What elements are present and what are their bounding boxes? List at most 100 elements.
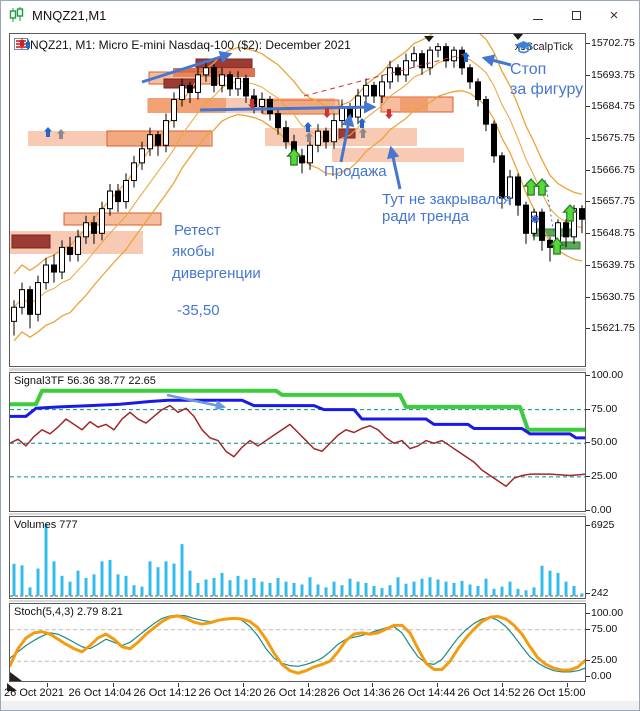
history-corner-icon (10, 672, 22, 681)
volume-bar (268, 583, 272, 596)
chart-type-icon[interactable] (18, 38, 32, 50)
pane-splitter[interactable] (9, 513, 586, 515)
time-axis-tick (308, 683, 309, 687)
volume-bar (524, 590, 528, 596)
axis-label: 25.00 (591, 654, 618, 667)
axis-label: 15657.75 (591, 195, 635, 208)
axis-tick (586, 613, 590, 614)
green-up-arrow-marker (534, 178, 550, 196)
candle (211, 67, 217, 86)
blue-up-arrow-marker (304, 122, 312, 132)
volume-bar (548, 570, 552, 596)
volume-bar (116, 574, 120, 596)
axis-tick (586, 525, 590, 526)
candle (299, 155, 305, 164)
gray-up-arrow-marker (359, 128, 367, 138)
volumes-axis[interactable]: 6925 242 (586, 1, 639, 599)
green-up-arrow-marker (286, 148, 302, 166)
price-chart-pane[interactable]: MNQZ21, M1: Micro E-mini Nasdaq-100 ($2)… (9, 33, 586, 367)
axis-tick (586, 375, 590, 376)
minimize-button[interactable] (519, 2, 557, 28)
axis-tick (586, 138, 590, 140)
volume-bar (396, 577, 400, 596)
time-axis-label: 26 Oct 14:52 (457, 687, 521, 699)
volume-bar (420, 578, 424, 596)
volume-bar (76, 570, 80, 596)
candle (331, 120, 337, 143)
axis-label: 0.00 (591, 503, 612, 516)
axis-tick (586, 264, 590, 266)
axis-label: 15693.75 (591, 68, 635, 81)
volume-bar (180, 544, 184, 596)
signal3tf-line-red (10, 404, 585, 488)
volume-bar (460, 580, 464, 596)
volume-bar (140, 586, 144, 596)
volume-bar (92, 574, 96, 596)
volume-bar (36, 568, 40, 596)
volume-bar (372, 585, 376, 596)
axis-label: 15675.75 (591, 132, 635, 145)
axis-tick (586, 676, 590, 677)
candle (419, 53, 425, 69)
stochastic-label: Stoch(5,4,3) 2.79 8.21 (14, 606, 123, 618)
axis-label: 15621.75 (591, 322, 635, 335)
volume-bar (188, 570, 192, 596)
pane-splitter[interactable] (9, 600, 586, 602)
time-axis-tick (243, 683, 244, 687)
axis-label: 100.00 (591, 607, 624, 619)
candle (379, 81, 385, 97)
red-down-arrow-marker (323, 108, 331, 118)
stoch-line-main (10, 614, 585, 673)
stochastic-axis[interactable]: 100.00 75.00 25.00 0.00 (586, 1, 639, 682)
axis-label: 0.00 (591, 670, 612, 682)
blue-up-arrow-marker (462, 52, 470, 62)
time-axis[interactable]: 26 Oct 2021 26 Oct 14:04 26 Oct 14:12 26 Oc… (1, 683, 639, 701)
annotation-arrow (166, 393, 227, 411)
candle (235, 77, 241, 90)
time-axis-tick (502, 683, 503, 687)
candle (19, 289, 25, 308)
volume-bar (68, 581, 72, 596)
volume-bar (452, 583, 456, 596)
black-down-triangle-marker (424, 36, 434, 42)
annotation-arrow (339, 113, 355, 163)
signal3tf-axis[interactable]: 100.00 75.00 50.00 25.00 0.00 (586, 1, 639, 516)
volume-bar (244, 579, 248, 596)
time-axis-tick (113, 683, 114, 687)
annotation-text: Тут не закрывался (382, 191, 512, 208)
candle (411, 53, 417, 62)
volume-bar (580, 593, 584, 596)
volume-bar (12, 563, 16, 596)
chart-header-title: MNQZ21, M1: Micro E-mini Nasdaq-100 ($2)… (20, 38, 351, 52)
candle (243, 77, 249, 97)
axis-tick (586, 593, 590, 594)
graduation-cap-icon (514, 41, 532, 54)
volume-bar (228, 580, 232, 596)
signal3tf-label: Signal3TF 56.36 38.77 22.65 (14, 375, 156, 387)
axis-tick (586, 201, 590, 203)
volumes-pane[interactable]: Volumes 777 (9, 516, 586, 599)
time-axis-label: 26 Oct 14:12 (133, 687, 197, 699)
maximize-button[interactable] (557, 2, 595, 28)
pane-splitter[interactable] (9, 368, 586, 371)
annotation-text: за фигуру (510, 81, 584, 98)
app-candle-icon (9, 7, 24, 22)
price-axis[interactable]: 15702.75 15693.75 15684.75 15675.75 15666.75… (586, 1, 639, 367)
volume-bar (260, 581, 264, 596)
candle (131, 162, 137, 181)
axis-label: 242 (591, 587, 609, 599)
stochastic-pane[interactable]: Stoch(5,4,3) 2.79 8.21 (9, 603, 586, 682)
annotation-arrow (199, 100, 377, 114)
close-button[interactable]: × (609, 6, 619, 24)
candle (387, 67, 393, 83)
volume-bar (332, 581, 336, 596)
signal3tf-pane[interactable]: Signal3TF 56.36 38.77 22.65 (9, 372, 586, 512)
volume-bar (324, 587, 328, 596)
volume-bar (212, 578, 216, 596)
title-bar[interactable]: MNQZ21,M1 × (1, 1, 639, 29)
volume-bar (404, 583, 408, 596)
maximize-icon (571, 10, 581, 20)
candle (563, 222, 569, 238)
time-axis-label: 26 Oct 2021 (4, 687, 64, 699)
candle (115, 190, 121, 203)
